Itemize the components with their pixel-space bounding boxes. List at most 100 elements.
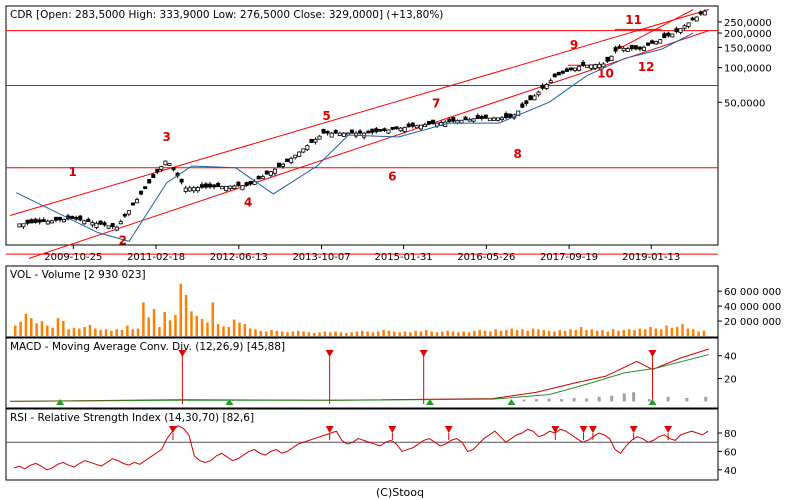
macd-histogram-bar xyxy=(647,399,651,402)
candle-body xyxy=(179,178,184,183)
volume-bar xyxy=(323,331,327,336)
candle-body xyxy=(195,187,200,192)
candle-body xyxy=(378,129,383,132)
candle-body xyxy=(268,171,273,176)
candle-body xyxy=(74,216,79,220)
macd-panel-title: MACD - Moving Average Conv. Div. (12,26,… xyxy=(10,341,285,353)
volume-bar xyxy=(595,330,599,336)
candle-body xyxy=(560,70,565,74)
macd-histogram-bar xyxy=(522,399,526,402)
volume-bar xyxy=(585,330,588,336)
candle-body xyxy=(670,33,675,38)
candle-body xyxy=(163,160,168,166)
candle-body xyxy=(459,119,464,124)
volume-bar xyxy=(195,315,199,336)
volume-bar xyxy=(494,329,497,336)
sell-marker-icon xyxy=(629,426,638,433)
candle-body xyxy=(418,124,423,130)
volume-bar xyxy=(606,331,610,336)
sell-marker-icon xyxy=(444,426,453,433)
volume-bar xyxy=(361,330,364,336)
volume-bar xyxy=(286,332,289,336)
candle-body xyxy=(552,73,557,78)
volume-bar xyxy=(499,330,503,336)
volume-bar xyxy=(579,327,583,336)
volume-bar xyxy=(344,333,348,336)
volume-bar xyxy=(94,328,97,336)
volume-bar xyxy=(558,330,562,336)
x-tick-label: 2009-10-25 xyxy=(44,252,102,263)
volume-bar xyxy=(99,330,102,336)
volume-plot: 60 000 000 40 000 000 20 000 000 xyxy=(14,283,781,336)
candle-body xyxy=(329,132,334,138)
volume-bar xyxy=(633,330,636,336)
volume-bar xyxy=(601,330,604,336)
candle-body xyxy=(394,126,399,130)
candle-body xyxy=(479,116,484,119)
volume-bar xyxy=(216,324,220,336)
candle-body xyxy=(333,129,338,134)
volume-bar xyxy=(19,321,22,336)
candle-body xyxy=(500,117,505,120)
sell-marker-icon xyxy=(648,350,657,357)
volume-bar xyxy=(686,328,690,336)
candle-body xyxy=(49,220,54,224)
candle-body xyxy=(698,11,703,15)
candle-body xyxy=(678,28,683,33)
candle-body xyxy=(53,216,58,221)
candle-body xyxy=(260,176,265,180)
volume-bar xyxy=(377,331,380,336)
volume-bar xyxy=(152,309,156,336)
volume-bar xyxy=(398,332,401,336)
buy-marker-icon xyxy=(648,399,657,405)
volume-bar xyxy=(393,331,396,336)
candle-body xyxy=(122,213,127,217)
candle-body xyxy=(629,44,634,50)
candle-body xyxy=(171,167,176,171)
volume-bar xyxy=(403,331,407,336)
volume-bar xyxy=(211,302,215,336)
volume-bar xyxy=(409,332,412,336)
wave-label: 12 xyxy=(638,60,655,74)
volume-bar xyxy=(296,330,300,336)
candle-body xyxy=(637,46,642,50)
volume-bar xyxy=(254,329,257,336)
macd-histogram-bar xyxy=(685,398,689,402)
candle-body xyxy=(78,215,83,221)
volume-bar xyxy=(35,323,38,336)
candle-body xyxy=(272,168,277,174)
candle-body xyxy=(358,130,363,134)
candle-body xyxy=(228,185,233,189)
candle-body xyxy=(82,220,87,225)
wave-label: 5 xyxy=(322,109,330,123)
sell-marker-icon xyxy=(588,426,597,433)
candle-body xyxy=(431,119,436,124)
volume-bar xyxy=(467,332,471,336)
candle-body xyxy=(475,114,480,120)
volume-bar xyxy=(435,332,439,336)
volume-bar xyxy=(441,331,444,336)
candle-body xyxy=(57,216,62,221)
volume-bar xyxy=(515,330,519,336)
candle-body xyxy=(191,187,196,192)
buy-marker-icon xyxy=(425,399,434,405)
candle-body xyxy=(617,45,622,49)
candle-body xyxy=(317,135,322,140)
candle-body xyxy=(455,120,460,124)
candle-body xyxy=(45,220,50,225)
candle-body xyxy=(613,47,618,52)
sell-marker-icon xyxy=(325,350,334,357)
candle-body xyxy=(646,42,651,46)
volume-bar xyxy=(72,327,76,336)
candle-body xyxy=(495,117,500,121)
volume-bar xyxy=(67,329,70,336)
candle-body xyxy=(216,182,221,188)
candle-body xyxy=(382,128,387,131)
x-tick-label: 2017-09-19 xyxy=(540,252,598,263)
candle-body xyxy=(491,117,496,121)
candle-body xyxy=(402,127,407,133)
volume-bar xyxy=(590,329,594,336)
volume-bar xyxy=(462,331,465,336)
